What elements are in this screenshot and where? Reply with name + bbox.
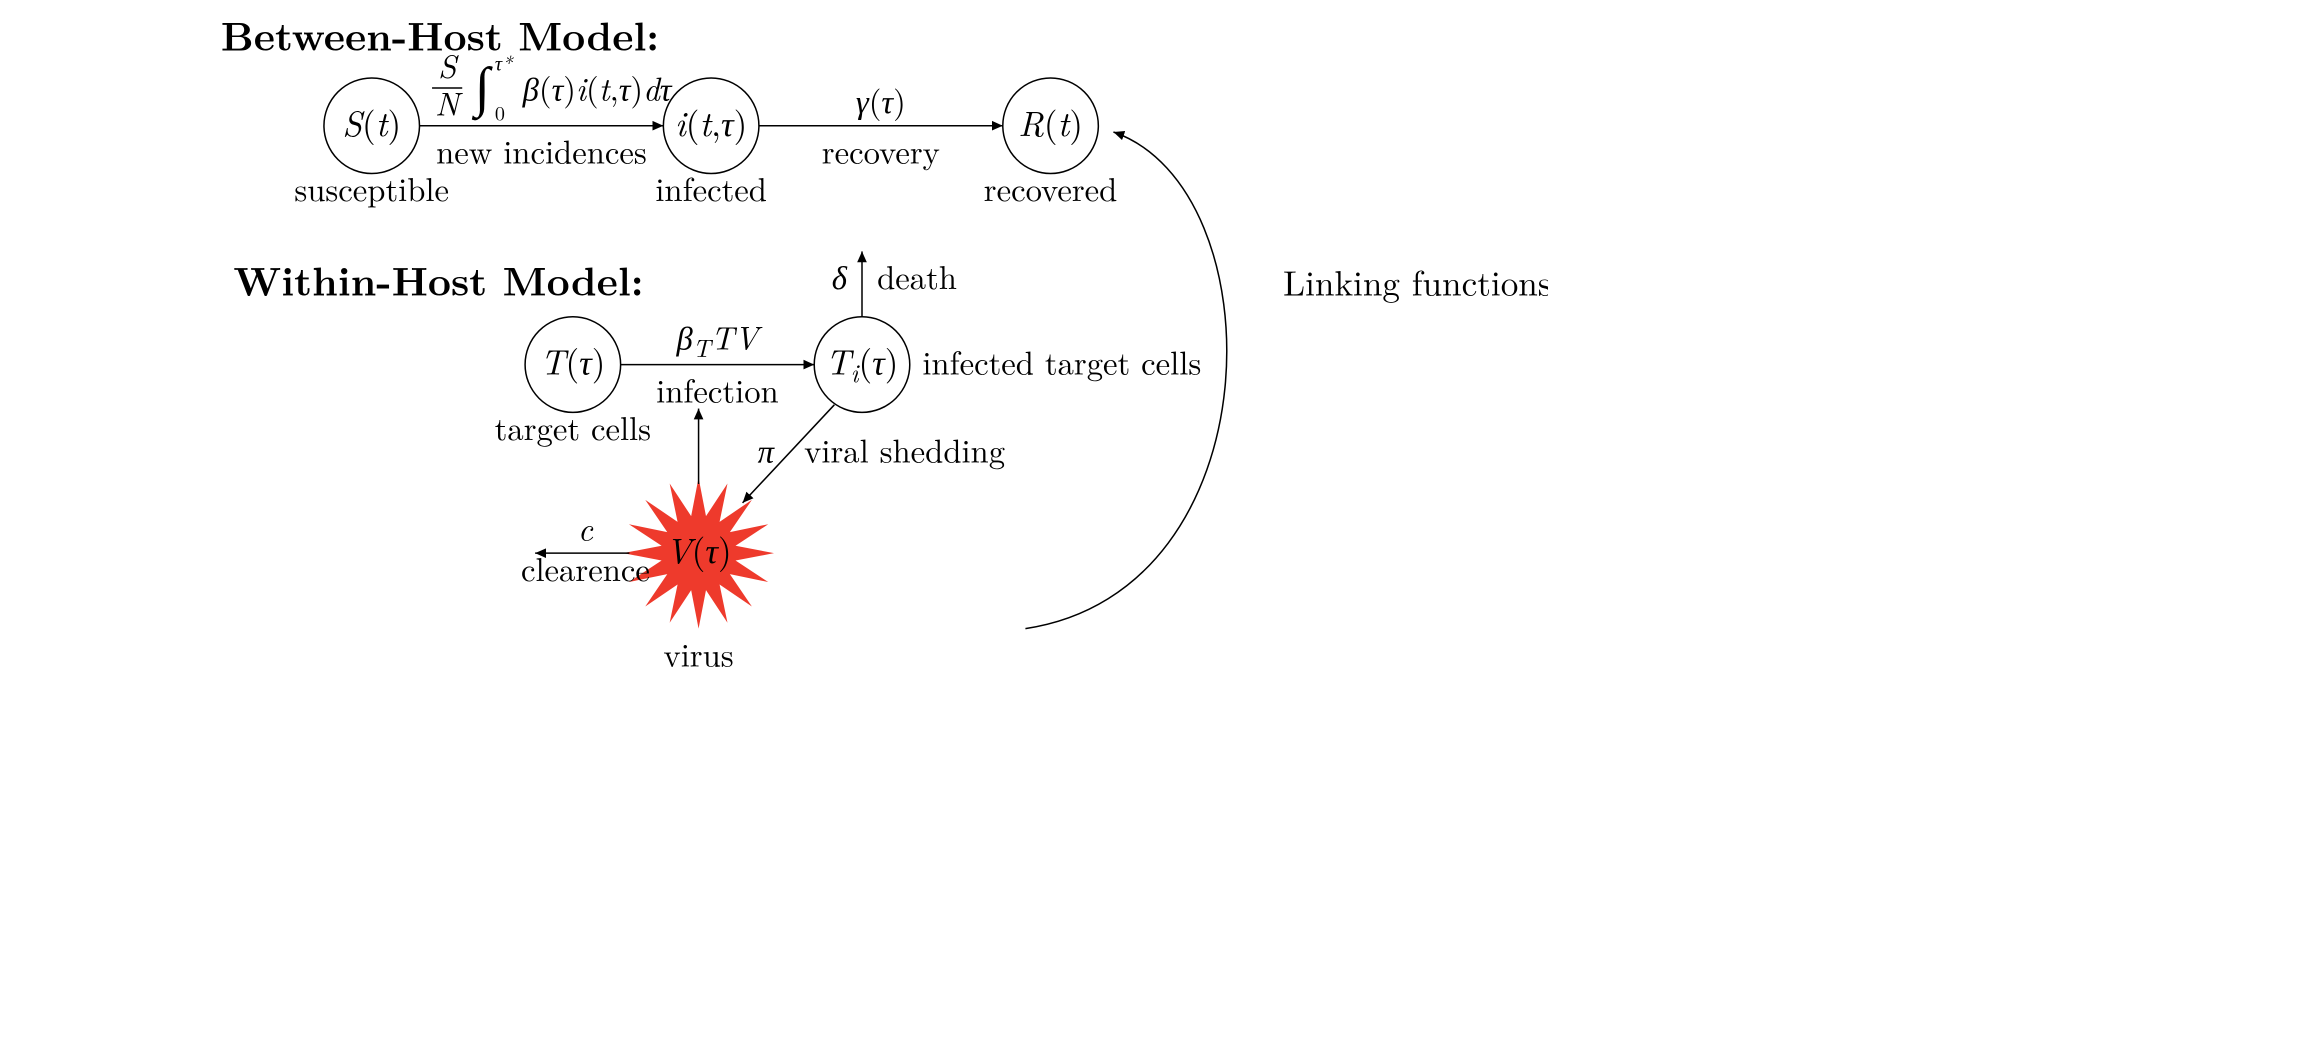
caption-infected-target-cells: infected target cells [922,339,1201,385]
edge-v-clear-label: clearence [521,545,650,591]
svg-text:0: 0 [495,98,505,127]
edge-ti-death-label: death [877,253,957,299]
svg-text:β(τ)i(t,τ)dτ: β(τ)i(t,τ)dτ [522,65,673,111]
svg-text:R(t): R(t) [1018,97,1083,147]
svg-text:i(t,τ): i(t,τ) [675,97,747,147]
edge-ti-death-sym: δ [832,253,848,299]
svg-text:T(τ): T(τ) [540,336,605,386]
edge-s-to-i-label: new incidences [436,127,647,173]
svg-text:S(t): S(t) [342,97,401,147]
svg-text:Ti(τ): Ti(τ) [826,336,899,391]
caption-recovered: recovered [984,165,1118,211]
edge-ti-to-v-label: viral shedding [804,427,1005,473]
edge-v-clear-sym: c [578,505,594,551]
svg-text:∫: ∫ [471,45,493,123]
edge-ti-to-v-sym: π [758,427,776,473]
svg-text:τ*: τ* [495,47,514,76]
caption-susceptible: susceptible [294,165,449,211]
caption-virus: virus [663,630,733,676]
edge-t-to-ti-label: infection [656,366,779,412]
svg-text:V(τ): V(τ) [665,524,731,574]
node-susceptible: S(t) susceptible [294,78,449,211]
node-recovered: R(t) recovered [984,78,1118,211]
node-infected-target-cells: Ti(τ) infected target cells [814,317,1201,413]
edge-i-to-r-label: recovery [822,127,940,173]
within-host-title: Within-Host Model: [233,249,643,307]
svg-text:N: N [435,80,463,126]
caption-target-cells: target cells [495,404,651,450]
caption-infected: infected [655,165,767,211]
linking-label: Linking functions [1283,256,1548,306]
edge-t-to-ti-math: βTTV [675,313,763,365]
node-target-cells: T(τ) target cells [495,317,651,450]
node-infected: i(t,τ) infected [655,78,767,211]
edge-i-to-r-math: γ(τ) [856,77,906,123]
